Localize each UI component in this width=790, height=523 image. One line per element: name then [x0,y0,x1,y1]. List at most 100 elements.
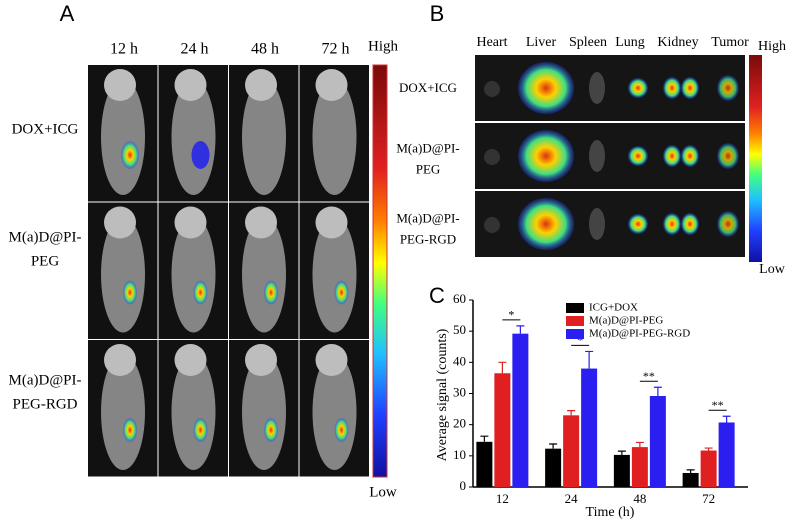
scale-low: Low [369,484,397,500]
signal [191,141,210,169]
x-tick-label: 24 [565,491,579,506]
mouse [242,216,286,333]
column-label: Heart [476,35,507,50]
signal [123,280,137,305]
mouse-head [245,206,277,239]
error-bar [722,415,731,423]
x-tick-label: 72 [702,491,715,506]
organ [589,72,605,104]
signal [121,141,139,169]
y-tick-label: 50 [453,322,466,337]
error-bar [704,447,713,451]
mouse [312,216,357,333]
mouse-head [104,344,136,376]
bar [682,472,699,487]
row-label: M(a)D@PI- [396,141,459,156]
row-label: M(a)D@PI- [9,229,82,245]
organ [681,77,699,99]
mouse-head [104,69,136,101]
error-bar [635,441,644,448]
y-tick-label: 60 [453,291,466,306]
x-axis-label: Time (h) [586,505,635,520]
error-bar [585,350,594,369]
organ [663,145,681,167]
organ [484,149,500,165]
organ [484,217,500,233]
row-label: M(a)D@PI- [396,211,459,226]
row-label: PEG-RGD [12,396,77,412]
mouse-head [245,344,277,376]
row-label: PEG [416,161,441,176]
image-tile [475,55,745,121]
organ [681,213,699,235]
organ [717,211,739,237]
image-tile [475,123,745,189]
organ [484,81,500,97]
mouse [242,79,286,195]
organ [518,130,574,182]
mouse-head [315,344,348,376]
y-tick-label: 10 [453,447,466,462]
signal [264,280,278,305]
row-label: M(a)D@PI- [9,372,82,388]
x-tick-label: 48 [633,491,646,506]
image-tile [475,191,745,257]
y-tick-label: 20 [453,416,466,431]
column-label: 24 h [181,41,209,58]
mouse [312,354,357,470]
error-bar [549,443,558,449]
organ [628,214,648,234]
mouse-head [174,206,207,239]
column-label: Spleen [569,35,607,50]
bar [512,333,529,487]
bar [545,448,562,487]
mouse [171,354,216,470]
organ [717,143,739,169]
error-bar [567,410,576,416]
column-label: 72 h [322,41,350,58]
y-tick-label: 0 [460,478,467,493]
color-bar [749,55,762,262]
legend-swatch [566,316,584,326]
panel-label: C [429,283,445,308]
row-label: DOX+ICG [399,80,457,95]
column-label: 12 h [110,41,138,58]
scale-high: High [368,38,399,54]
mouse [171,216,216,333]
column-label: Tumor [711,35,749,50]
legend-label: ICG+DOX [589,302,638,314]
bar [476,441,493,487]
mouse [101,216,145,333]
organ [589,208,605,240]
panel-label: B [430,1,445,26]
legend-swatch [566,329,584,339]
organ [518,62,574,114]
signal [193,280,208,305]
bar [581,368,598,487]
x-tick-label: 12 [496,491,509,506]
panel-label: A [60,1,75,26]
organ [518,198,574,250]
significance: ** [643,369,655,383]
significance: ** [712,398,724,412]
mouse [242,354,286,470]
mouse-head [174,344,207,376]
mouse-head [104,206,136,239]
color-bar [372,64,388,478]
organ [628,78,648,98]
signal [123,418,137,442]
column-label: 48 h [251,41,279,58]
organ [663,77,681,99]
mouse [312,79,357,195]
bar [718,422,735,487]
scale-low: Low [759,262,786,277]
bar [700,450,717,487]
row-label: PEG-RGD [400,231,456,246]
significance: * [508,308,514,322]
bar [563,415,580,487]
mouse-head [315,206,348,239]
column-label: Liver [526,35,557,50]
row-label: PEG [31,253,60,269]
bar [649,395,666,487]
